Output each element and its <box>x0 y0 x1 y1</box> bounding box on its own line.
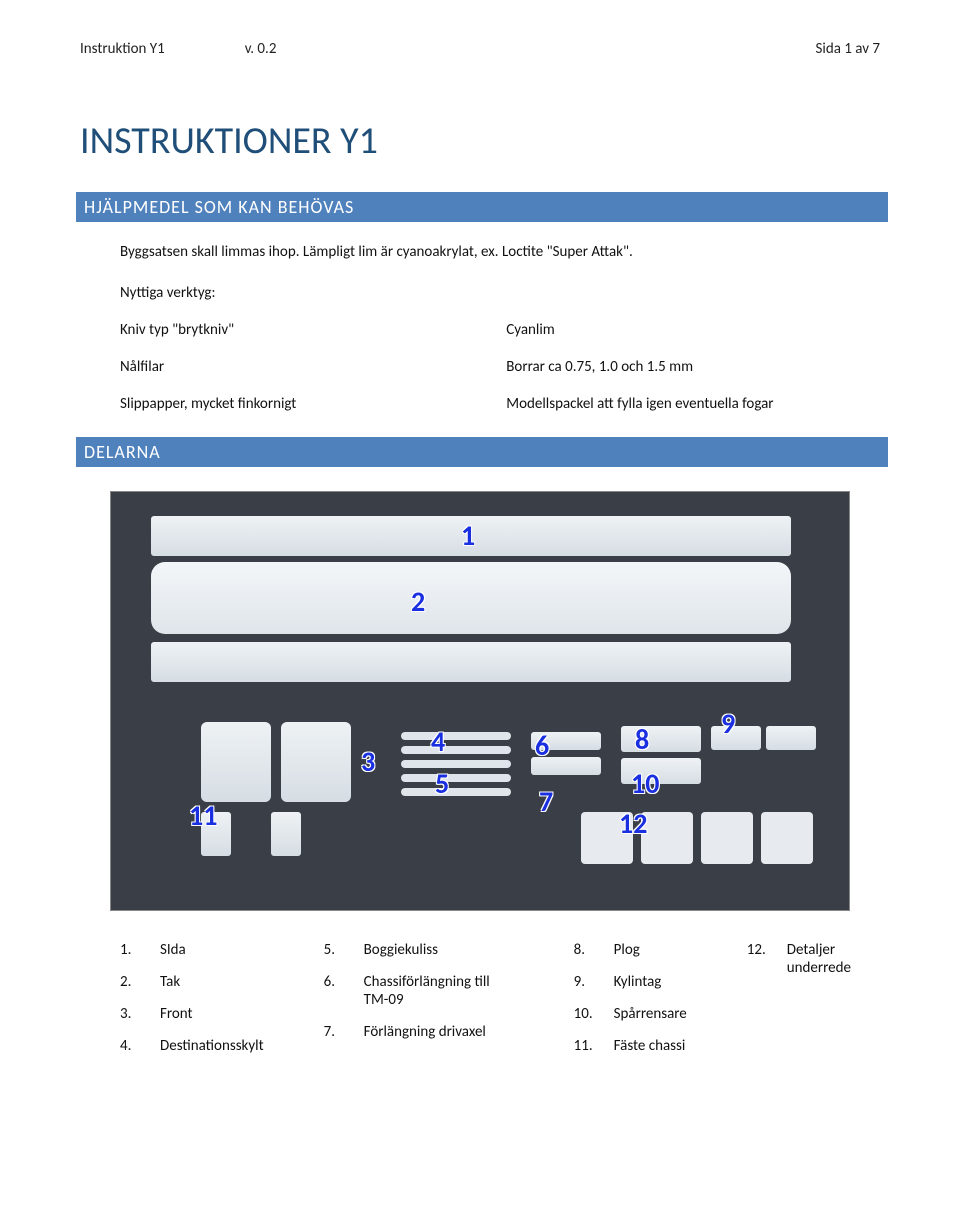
list-item: 6.Chassiförlängning till TM-09 <box>324 973 514 1009</box>
parts-col-a: 1.SIda 2.Tak 3.Front 4.Destinationsskylt <box>120 941 264 1069</box>
tools-left-col: Kniv typ "brytkniv" Nålfilar Slippapper,… <box>120 320 296 415</box>
tools-right-col: Cyanlim Borrar ca 0.75, 1.0 och 1.5 mm M… <box>506 320 773 415</box>
list-item: 4.Destinationsskylt <box>120 1037 264 1055</box>
tool-item: Kniv typ "brytkniv" <box>120 320 296 341</box>
list-item: 8.Plog <box>574 941 687 959</box>
part-label-1: 1 <box>461 522 475 550</box>
tool-item: Cyanlim <box>506 320 773 341</box>
tool-item: Borrar ca 0.75, 1.0 och 1.5 mm <box>506 357 773 378</box>
list-item: 10.Spårrensare <box>574 1005 687 1023</box>
section-tools-body: Byggsatsen skall limmas ihop. Lämpligt l… <box>80 242 880 415</box>
part-label-5: 5 <box>435 770 449 798</box>
parts-image: 123456789101112 <box>110 491 850 911</box>
part-label-4: 4 <box>431 728 445 756</box>
list-item: 12.Detaljer underrede <box>747 941 877 977</box>
part-label-6: 6 <box>535 732 549 760</box>
tool-item: Slippapper, mycket finkornigt <box>120 394 296 415</box>
list-item: 2.Tak <box>120 973 264 991</box>
tool-item: Nålfilar <box>120 357 296 378</box>
part-label-9: 9 <box>721 710 735 738</box>
section-heading-tools: HJÄLPMEDEL SOM KAN BEHÖVAS <box>76 192 888 222</box>
part-label-3: 3 <box>361 748 375 776</box>
parts-col-c: 8.Plog 9.Kylintag 10.Spårrensare 11.Fäst… <box>574 941 687 1069</box>
header-doc: Instruktion Y1 <box>80 40 165 58</box>
part-label-10: 10 <box>631 770 659 798</box>
list-item: 1.SIda <box>120 941 264 959</box>
part-label-7: 7 <box>539 788 553 816</box>
list-item: 9.Kylintag <box>574 973 687 991</box>
page-header: Instruktion Y1 v. 0.2 Sida 1 av 7 <box>80 40 880 58</box>
part-label-12: 12 <box>619 810 647 838</box>
page-root: Instruktion Y1 v. 0.2 Sida 1 av 7 INSTRU… <box>0 0 960 1099</box>
part-label-8: 8 <box>635 726 649 754</box>
parts-col-d: 12.Detaljer underrede <box>747 941 877 1069</box>
tool-item: Modellspackel att fylla igen eventuella … <box>506 394 773 415</box>
parts-col-b: 5.Boggiekuliss 6.Chassiförlängning till … <box>324 941 514 1069</box>
list-item: 3.Front <box>120 1005 264 1023</box>
intro-text: Byggsatsen skall limmas ihop. Lämpligt l… <box>120 242 880 263</box>
header-page: Sida 1 av 7 <box>816 40 881 58</box>
list-item: 11.Fäste chassi <box>574 1037 687 1055</box>
page-title: INSTRUKTIONER Y1 <box>80 118 880 164</box>
part-label-11: 11 <box>189 802 217 830</box>
part-label-2: 2 <box>411 588 425 616</box>
parts-image-wrap: 123456789101112 <box>110 491 850 911</box>
section-heading-parts: DELARNA <box>76 437 888 467</box>
list-item: 5.Boggiekuliss <box>324 941 514 959</box>
parts-list: 1.SIda 2.Tak 3.Front 4.Destinationsskylt… <box>80 941 880 1069</box>
list-item: 7.Förlängning drivaxel <box>324 1023 514 1041</box>
tools-label: Nyttiga verktyg: <box>120 283 880 304</box>
header-version: v. 0.2 <box>245 40 277 58</box>
